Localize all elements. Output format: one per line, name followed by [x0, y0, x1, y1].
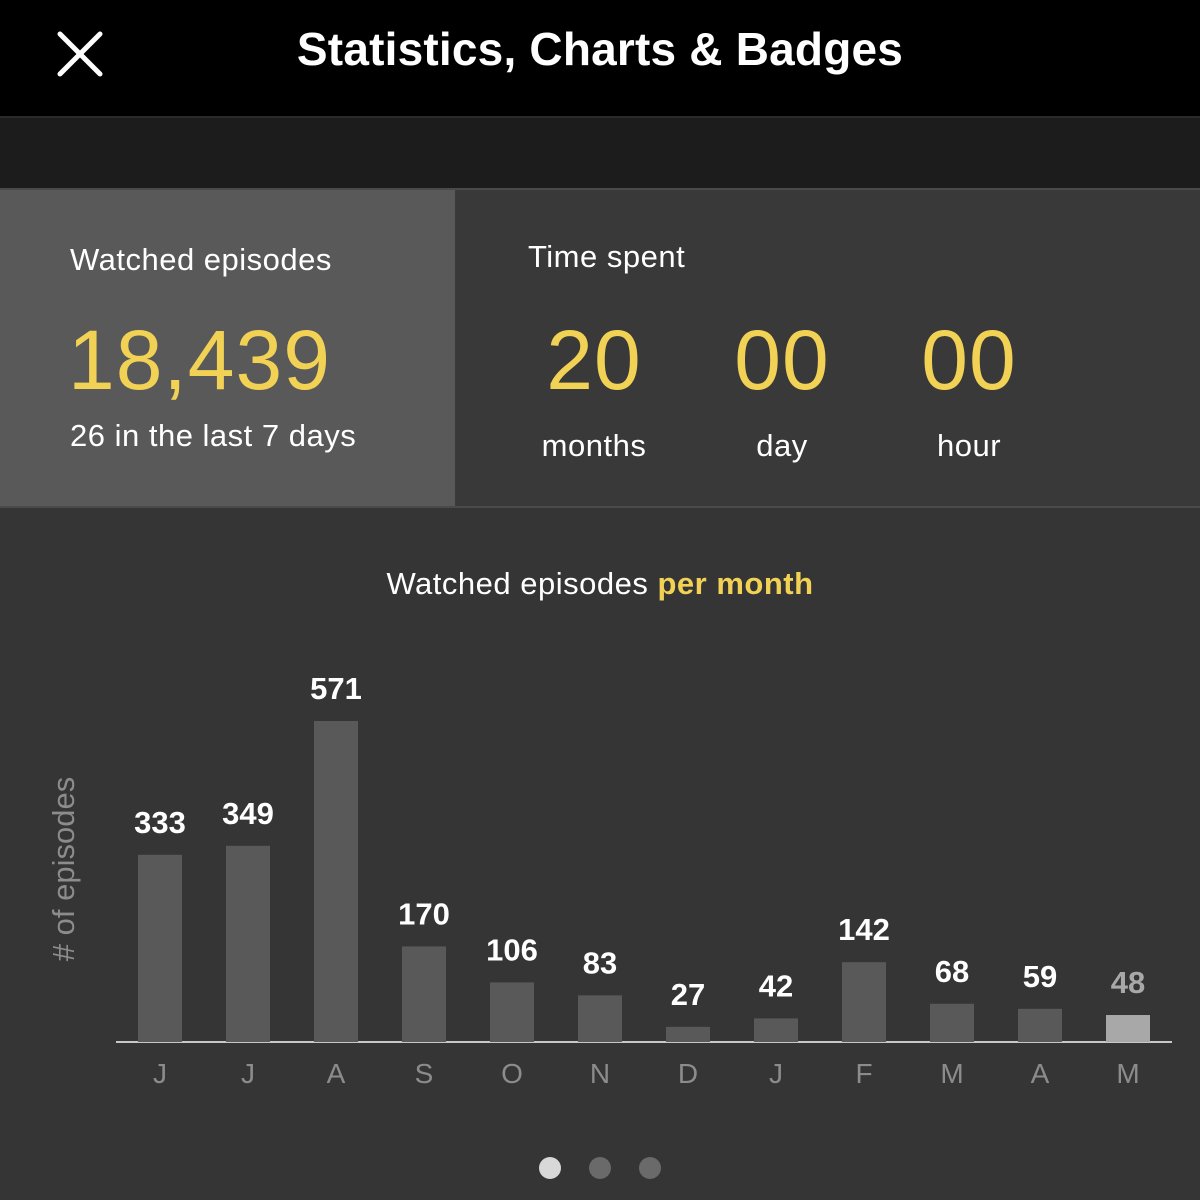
- page-title: Statistics, Charts & Badges: [296, 23, 904, 75]
- chart-bar[interactable]: [490, 982, 534, 1042]
- chart-bar[interactable]: [842, 962, 886, 1042]
- chart-bar[interactable]: [226, 845, 270, 1042]
- time-unit-months: 20 months: [499, 318, 689, 464]
- recent-episodes-text: 26 in the last 7 days: [70, 418, 357, 453]
- chart-bar[interactable]: [138, 854, 182, 1042]
- chart-title-highlight: per month: [657, 566, 814, 601]
- stats-section: Watched episodes 18,439 26 in the last 7…: [0, 188, 1200, 508]
- time-value: 20: [546, 313, 642, 407]
- time-value: 00: [734, 313, 830, 407]
- page-dot[interactable]: [589, 1157, 611, 1179]
- bar-value-label: 68: [935, 954, 969, 989]
- close-button[interactable]: [50, 24, 110, 84]
- chart-bar[interactable]: [1018, 1008, 1062, 1042]
- chart-bar[interactable]: [754, 1018, 798, 1042]
- chart-bar[interactable]: [666, 1026, 710, 1042]
- y-axis-label: # of episodes: [46, 777, 81, 961]
- chart-area: Watched episodes per month # of episodes…: [0, 508, 1200, 1200]
- chart-bar[interactable]: [578, 995, 622, 1042]
- x-tick-label: M: [1116, 1058, 1139, 1089]
- watched-episodes-panel[interactable]: Watched episodes 18,439 26 in the last 7…: [0, 190, 455, 506]
- x-tick-label: D: [678, 1058, 698, 1089]
- bar-value-label: 48: [1111, 965, 1145, 1000]
- page-dot[interactable]: [539, 1157, 561, 1179]
- chart-title-prefix: Watched episodes: [386, 566, 649, 601]
- bar-value-label: 27: [671, 977, 705, 1012]
- chart-bar[interactable]: [1106, 1015, 1150, 1042]
- bar-value-label: 42: [759, 968, 793, 1003]
- x-tick-label: S: [415, 1058, 434, 1089]
- top-bar: Statistics, Charts & Badges: [0, 0, 1200, 118]
- time-label: hour: [936, 428, 1002, 463]
- x-tick-label: J: [153, 1058, 167, 1089]
- x-tick-label: A: [1031, 1058, 1050, 1089]
- chart-bar[interactable]: [930, 1003, 974, 1042]
- time-value: 00: [921, 313, 1017, 407]
- episodes-per-month-chart[interactable]: # of episodes 333 J 349 J 571 A 170 S 106 O 83 N 27 D 4…: [0, 508, 1200, 1200]
- bar-value-label: 333: [134, 805, 186, 840]
- time-unit-hours: 00 hour: [874, 318, 1064, 464]
- x-tick-label: N: [590, 1058, 610, 1089]
- bar-value-label: 142: [838, 912, 890, 947]
- bar-value-label: 59: [1023, 959, 1057, 994]
- chart-bar[interactable]: [314, 721, 358, 1042]
- bar-value-label: 571: [310, 671, 362, 706]
- time-label: day: [756, 428, 808, 463]
- bar-value-label: 106: [486, 932, 538, 967]
- time-spent-label: Time spent: [528, 239, 686, 274]
- page-indicator: [0, 1157, 1200, 1181]
- bar-value-label: 349: [222, 796, 274, 831]
- x-tick-label: J: [241, 1058, 255, 1089]
- watched-episodes-count: 18,439: [68, 313, 331, 407]
- time-spent-panel[interactable]: Time spent 20 months 00 day 00 hour: [456, 190, 1200, 506]
- watched-episodes-label: Watched episodes: [70, 242, 332, 277]
- bar-value-label: 83: [583, 945, 617, 980]
- time-unit-days: 00 day: [687, 318, 877, 464]
- time-label: months: [541, 428, 647, 463]
- tab-strip: [0, 118, 1200, 188]
- x-tick-label: O: [501, 1058, 523, 1089]
- page-dot[interactable]: [639, 1157, 661, 1179]
- bar-value-label: 170: [398, 896, 450, 931]
- x-tick-label: J: [769, 1058, 783, 1089]
- x-tick-label: F: [855, 1058, 872, 1089]
- x-tick-label: A: [327, 1058, 346, 1089]
- chart-bar[interactable]: [402, 946, 446, 1042]
- x-tick-label: M: [940, 1058, 963, 1089]
- chart-title: Watched episodes per month: [0, 566, 1200, 602]
- close-icon: [57, 31, 103, 77]
